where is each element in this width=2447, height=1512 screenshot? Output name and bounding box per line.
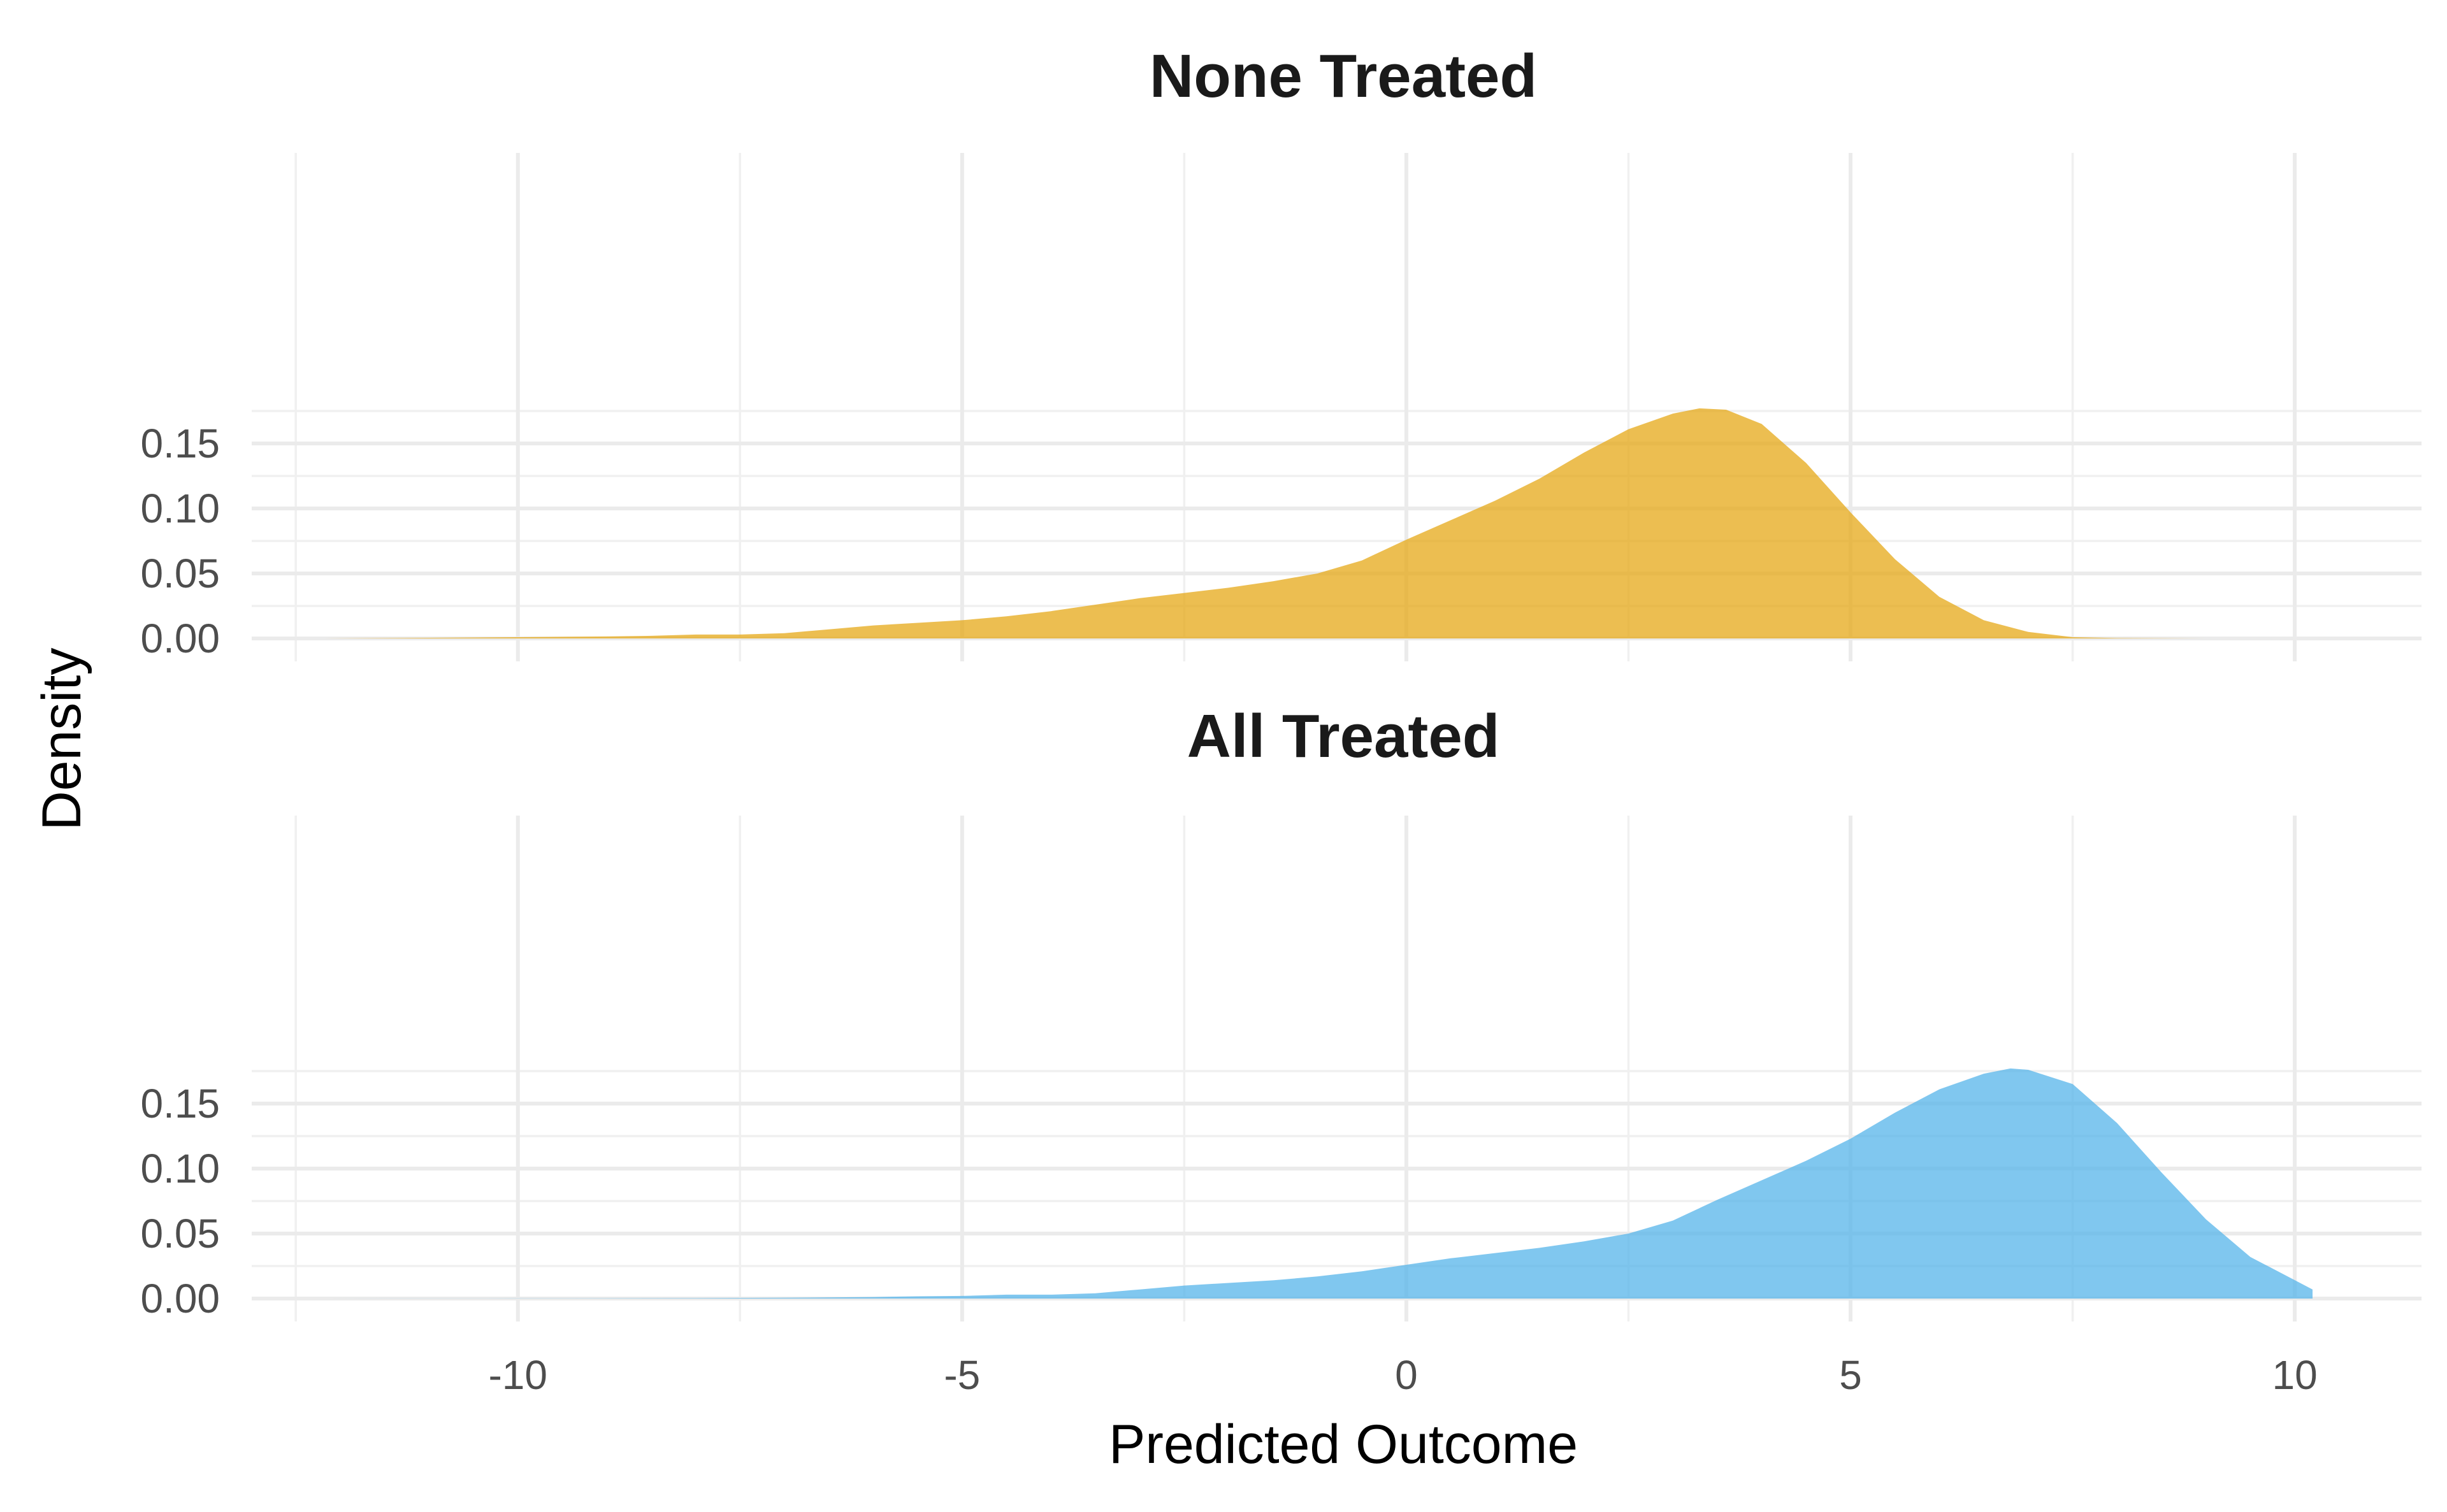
panels-layer: None Treated 0.00 0.05 0.10 0.15 All Treated 0… (140, 42, 2422, 1321)
y-tick-label: 0.05 (140, 1211, 220, 1256)
y-tick-label: 0.15 (140, 1081, 220, 1127)
density-area (322, 1068, 2313, 1299)
y-tick-label: 0.05 (140, 551, 220, 596)
x-tick-label: -10 (488, 1352, 547, 1398)
x-tick-label: 5 (1839, 1352, 1862, 1398)
y-tick-label: 0.10 (140, 1146, 220, 1192)
y-tick-label: 0.00 (140, 616, 220, 661)
panel-title: All Treated (1187, 702, 1500, 770)
x-tick-label: 0 (1395, 1352, 1418, 1398)
x-tick-label: 10 (2272, 1352, 2318, 1398)
y-tick-label: 0.00 (140, 1276, 220, 1321)
y-tick-label: 0.15 (140, 421, 220, 466)
x-axis: -10 -5 0 5 10 (488, 1352, 2317, 1398)
panel-none-treated: None Treated 0.00 0.05 0.10 0.15 (140, 42, 2422, 661)
x-axis-title: Predicted Outcome (1109, 1414, 1578, 1475)
y-axis-title: Density (31, 648, 92, 831)
x-tick-label: -5 (944, 1352, 980, 1398)
panel-all-treated: All Treated 0.00 0.05 0.10 0.15 (140, 702, 2422, 1321)
y-tick-label: 0.10 (140, 486, 220, 531)
panel-title: None Treated (1150, 42, 1537, 110)
density-area (322, 408, 2313, 638)
